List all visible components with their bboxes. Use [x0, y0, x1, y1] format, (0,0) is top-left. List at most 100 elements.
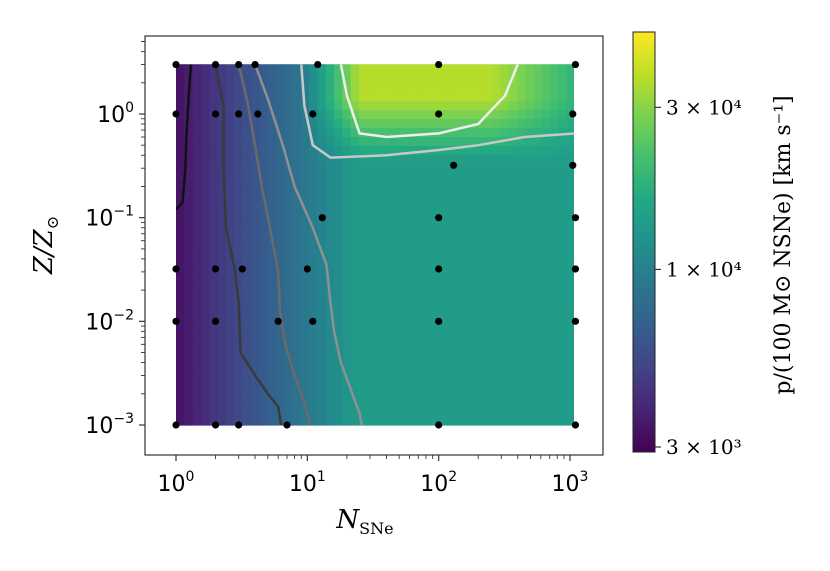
heatmap-cell [517, 397, 526, 408]
heatmap-cell [325, 325, 335, 336]
heatmap-cell [317, 208, 327, 219]
heatmap-cell [541, 145, 551, 156]
heatmap-cell [334, 190, 343, 201]
heatmap-cell [225, 64, 235, 74]
heatmap-cell [334, 208, 343, 219]
heatmap-cell [383, 379, 393, 390]
heatmap-cell [433, 334, 443, 345]
heatmap-cell [358, 343, 368, 354]
heatmap-cell [342, 361, 352, 372]
heatmap-cell [209, 199, 219, 210]
heatmap-cell [417, 370, 427, 381]
heatmap-cell [425, 163, 435, 174]
heatmap-cell [309, 280, 319, 291]
heatmap-cell [500, 172, 510, 183]
heatmap-cell [475, 352, 485, 363]
heatmap-cell [267, 127, 277, 137]
heatmap-cell [525, 334, 535, 345]
heatmap-cell [284, 271, 294, 282]
heatmap-cell [433, 397, 443, 408]
heatmap-cell [250, 208, 260, 219]
heatmap-cell [425, 253, 435, 264]
heatmap-cell [375, 307, 385, 318]
heatmap-cell [517, 154, 526, 165]
heatmap-cell [325, 64, 335, 74]
heatmap-cell [200, 334, 210, 345]
heatmap-cell [342, 73, 352, 83]
heatmap-cell [334, 415, 343, 426]
heatmap-cell [500, 298, 510, 309]
heatmap-cell [300, 343, 310, 354]
heatmap-cell [483, 145, 493, 156]
heatmap-cell [392, 415, 402, 426]
heatmap-cell [334, 226, 343, 237]
heatmap-cell [267, 370, 277, 381]
heatmap-cell [275, 217, 285, 228]
y-tick-label: 10−2 [85, 307, 134, 335]
heatmap-cell [259, 352, 269, 363]
heatmap-cell [558, 352, 568, 363]
heatmap-cell [209, 235, 219, 246]
heatmap-cell [500, 397, 510, 408]
heatmap-cell [259, 163, 269, 174]
heatmap-cell [467, 343, 477, 354]
heatmap-cell [317, 307, 327, 318]
heatmap-cell [541, 136, 551, 147]
heatmap-cell [375, 190, 385, 201]
heatmap-cell [475, 91, 485, 101]
heatmap-cell [417, 415, 427, 426]
heatmap-cell [300, 64, 310, 74]
heatmap-cell [392, 370, 402, 381]
heatmap-cell [458, 316, 468, 327]
heatmap-cell [242, 361, 252, 372]
heatmap-cell [358, 73, 368, 83]
heatmap-cell [184, 235, 194, 246]
heatmap-cell [525, 415, 535, 426]
heatmap-cell [475, 235, 485, 246]
heatmap-cell [300, 334, 310, 345]
heatmap-cell [225, 208, 235, 219]
heatmap-cell [383, 217, 393, 228]
heatmap-cell [475, 109, 485, 119]
heatmap-cell [192, 172, 202, 183]
heatmap-cell [375, 379, 385, 390]
heatmap-cell [458, 82, 468, 92]
heatmap-cell [225, 370, 235, 381]
sample-point [211, 110, 220, 118]
heatmap-cell [192, 415, 202, 426]
heatmap-cell [259, 244, 269, 255]
heatmap-cell [217, 154, 227, 165]
heatmap-cell [317, 64, 327, 74]
heatmap-cell [284, 334, 294, 345]
heatmap-cell [325, 262, 335, 273]
heatmap-cell [300, 181, 310, 192]
heatmap-cell [217, 172, 227, 183]
heatmap-cell [217, 406, 227, 417]
heatmap-cell [250, 397, 260, 408]
sample-point [435, 110, 443, 118]
heatmap-cell [217, 397, 227, 408]
heatmap-cell [508, 127, 518, 137]
heatmap-cell [309, 100, 319, 110]
heatmap-cell [267, 163, 277, 174]
heatmap-cell [458, 361, 468, 372]
heatmap-cell [275, 262, 285, 273]
heatmap-cell [525, 73, 535, 83]
heatmap-cell [392, 154, 402, 165]
heatmap-cell [425, 271, 435, 282]
heatmap-cell [383, 280, 393, 291]
heatmap-cell [467, 388, 477, 399]
heatmap-cell [566, 271, 574, 282]
heatmap-cell [483, 298, 493, 309]
heatmap-cell [259, 262, 269, 273]
heatmap-cell [267, 100, 277, 110]
heatmap-cell [242, 172, 252, 183]
heatmap-cell [517, 361, 526, 372]
heatmap-cell [433, 199, 443, 210]
heatmap-cell [259, 397, 269, 408]
heatmap-cell [400, 334, 410, 345]
heatmap-cell [475, 64, 485, 74]
heatmap-cell [533, 73, 543, 83]
heatmap-cell [242, 127, 252, 137]
heatmap-cell [300, 91, 310, 101]
